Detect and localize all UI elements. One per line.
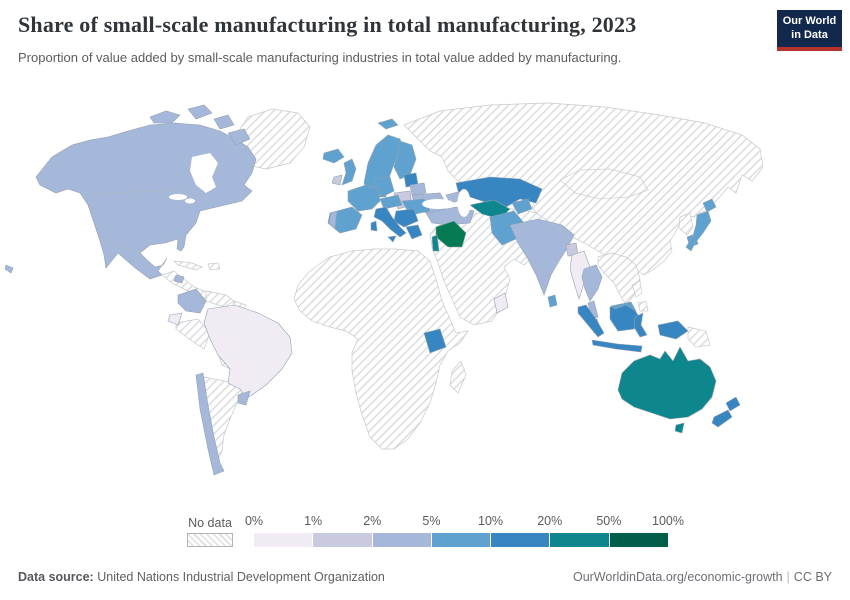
map-region-greece[interactable]: [405, 224, 423, 240]
legend-tick: 20%: [537, 514, 563, 528]
mongolia-outline: [559, 168, 649, 200]
map-region-japan[interactable]: [702, 198, 717, 213]
map-region-indochina[interactable]: [597, 252, 641, 306]
owid-logo: Our World in Data: [777, 10, 842, 51]
map-region-czech-austria[interactable]: [379, 194, 403, 210]
map-region-papua-new-guinea[interactable]: [687, 326, 711, 348]
map-region-arctic-island[interactable]: [227, 128, 251, 146]
map-region-indonesia-sumatra[interactable]: [577, 304, 605, 338]
map-region-arctic-island[interactable]: [149, 110, 181, 124]
map-region-indonesia-java[interactable]: [591, 339, 643, 353]
map-region-north-korea[interactable]: [678, 212, 694, 236]
map-region-italy[interactable]: [373, 206, 407, 238]
map-region-iceland[interactable]: [322, 148, 345, 164]
map-region-sardinia[interactable]: [370, 220, 378, 232]
footer: Data source: United Nations Industrial D…: [18, 570, 832, 584]
page-subtitle: Proportion of value added by small-scale…: [18, 50, 622, 65]
legend-tick: 50%: [596, 514, 622, 528]
legend-tick: 100%: [652, 514, 684, 528]
us-mexico-border: [103, 240, 141, 254]
map-region-colombia[interactable]: [177, 288, 207, 314]
map-region-japan[interactable]: [685, 210, 712, 252]
map-region-myanmar[interactable]: [569, 250, 591, 301]
legend-tick: 1%: [304, 514, 323, 528]
page-title: Share of small-scale manufacturing in to…: [18, 12, 637, 37]
caspian-sea: [457, 189, 471, 217]
map-region-new-zealand[interactable]: [711, 409, 733, 428]
no-data-swatch: [187, 533, 233, 547]
map-region-germany[interactable]: [373, 176, 395, 198]
legend-colorbar: 0% 1% 2% 5% 10% 20% 50% 100%: [245, 514, 684, 547]
owid-url-link[interactable]: OurWorldinData.org/economic-growth: [572, 570, 783, 584]
map-region-venezuela[interactable]: [205, 290, 235, 308]
legend-band-5-10[interactable]: [431, 533, 492, 547]
map-region-sri-lanka[interactable]: [547, 294, 558, 308]
hudson-bay: [190, 153, 218, 193]
great-lakes: [185, 198, 195, 204]
legend-band-10-20[interactable]: [491, 533, 551, 547]
legend-tick: 0%: [244, 514, 264, 528]
no-data-label: No data: [188, 516, 232, 530]
map-region-tasmania[interactable]: [674, 422, 685, 434]
map-region-israel[interactable]: [431, 234, 440, 252]
map-region-india[interactable]: [509, 218, 575, 296]
map-legend: No data 0% 1% 2% 5% 10% 20% 50% 100%: [187, 514, 684, 547]
map-region-malaysia-borneo[interactable]: [610, 301, 637, 312]
legend-band-50-100[interactable]: [609, 533, 668, 547]
map-region-uruguay[interactable]: [237, 390, 251, 406]
map-region-australia[interactable]: [617, 346, 717, 420]
map-region-new-zealand[interactable]: [725, 396, 741, 412]
legend-no-data[interactable]: No data: [187, 516, 233, 547]
map-region-madagascar[interactable]: [449, 360, 467, 394]
owid-logo-line2: in Data: [791, 28, 828, 41]
map-region-hispaniola[interactable]: [207, 262, 221, 271]
data-source-label: Data source:: [18, 570, 94, 584]
map-region-belarus[interactable]: [409, 182, 427, 196]
map-region-africa[interactable]: [293, 248, 469, 450]
map-region-tanzania[interactable]: [423, 328, 447, 354]
map-region-balkans[interactable]: [393, 208, 419, 228]
map-region-france[interactable]: [347, 184, 381, 212]
data-source-value: United Nations Industrial Development Or…: [97, 570, 385, 584]
license-link[interactable]: CC BY: [793, 570, 832, 584]
map-region-cuba[interactable]: [173, 260, 203, 271]
map-region-philippines[interactable]: [631, 280, 643, 298]
map-region-indonesia-papua[interactable]: [657, 320, 689, 340]
legend-tick: 5%: [422, 514, 441, 528]
legend-band-0-1[interactable]: [254, 533, 314, 547]
map-region-north-america[interactable]: [35, 122, 257, 280]
us-canada-border: [91, 189, 197, 196]
legend-band-1-2[interactable]: [313, 533, 373, 547]
legend-tick: 2%: [363, 514, 382, 528]
map-region-philippines[interactable]: [637, 300, 649, 312]
map-region-thailand[interactable]: [581, 264, 603, 302]
map-region-brazil[interactable]: [203, 304, 293, 400]
owid-logo-line1: Our World: [782, 15, 837, 28]
map-region-portugal[interactable]: [328, 210, 338, 230]
map-region-ireland[interactable]: [331, 174, 343, 186]
map-region-indonesia-sulawesi[interactable]: [633, 312, 648, 338]
map-region-svalbard[interactable]: [377, 118, 399, 130]
legend-band-20-50[interactable]: [550, 533, 610, 547]
map-region-arctic-island[interactable]: [187, 104, 213, 120]
world-map[interactable]: [0, 95, 850, 507]
map-region-sicily[interactable]: [387, 235, 397, 243]
map-region-united-kingdom[interactable]: [341, 158, 357, 186]
map-region-hawaii[interactable]: [4, 264, 14, 274]
black-sea: [422, 199, 454, 209]
footer-separator: |: [786, 570, 790, 584]
map-region-tajikistan-kyrgyzstan[interactable]: [511, 198, 533, 215]
map-region-arctic-island[interactable]: [213, 114, 235, 130]
legend-band-2-5[interactable]: [372, 533, 432, 547]
map-region-honduras[interactable]: [173, 274, 185, 284]
map-region-greenland[interactable]: [235, 108, 311, 170]
legend-tick: 10%: [478, 514, 504, 528]
great-lakes: [169, 194, 187, 200]
map-region-oman[interactable]: [493, 292, 509, 314]
data-source: Data source: United Nations Industrial D…: [18, 570, 385, 584]
map-region-peru[interactable]: [175, 318, 211, 350]
map-region-chile[interactable]: [195, 372, 225, 476]
map-region-ecuador[interactable]: [167, 312, 183, 326]
